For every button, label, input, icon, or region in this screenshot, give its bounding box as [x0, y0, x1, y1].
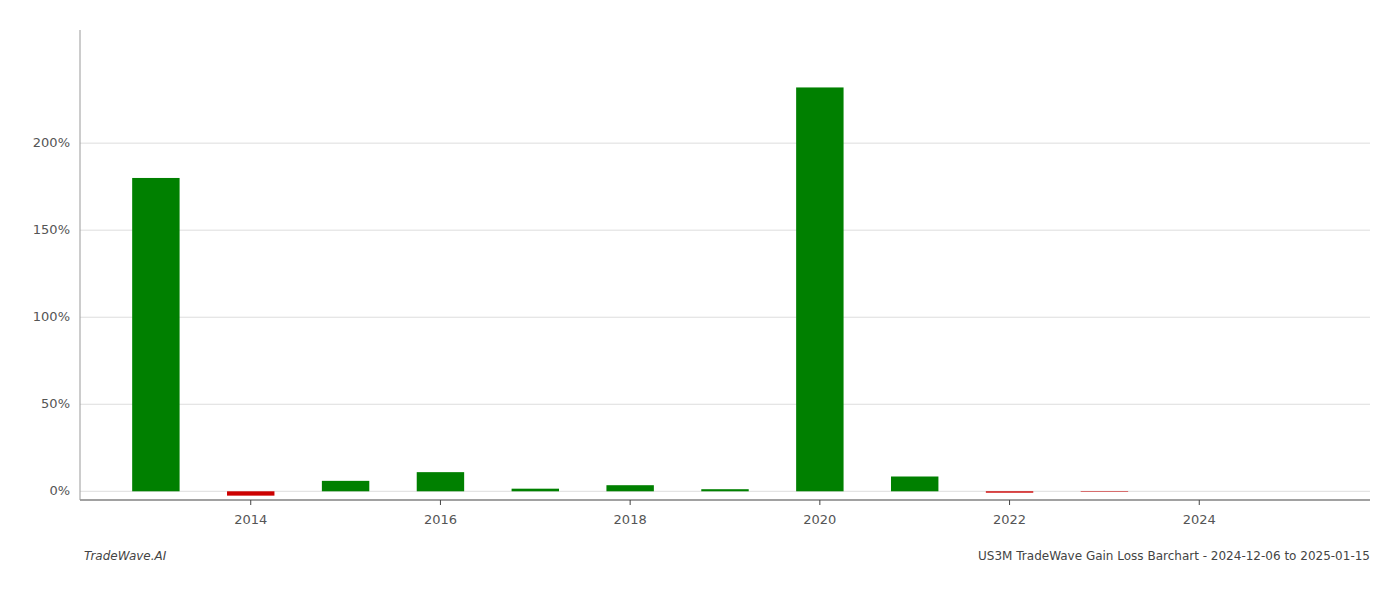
x-tick — [819, 500, 820, 505]
grid — [80, 143, 1370, 491]
title: US3M TradeWave Gain Loss Barchart - 2024… — [978, 549, 1370, 563]
y-tick-label: 0% — [49, 483, 70, 498]
bar — [1081, 491, 1128, 493]
bar — [701, 489, 748, 491]
bar — [796, 87, 843, 491]
x-axis: 2014 2016 2018 2020 2022 2024 — [234, 500, 1216, 527]
x-axis-line — [80, 499, 1370, 500]
grid-line — [80, 230, 1370, 231]
bar — [986, 491, 1033, 492]
x-tick — [1009, 500, 1010, 505]
x-tick-label: 2022 — [993, 512, 1026, 527]
y-tick-label: 50% — [41, 396, 70, 411]
y-axis-line — [80, 30, 81, 500]
bar — [891, 477, 938, 492]
y-tick-label: 150% — [33, 222, 70, 237]
x-tick-label: 2014 — [234, 512, 267, 527]
bar — [322, 481, 369, 491]
bar — [1176, 491, 1223, 492]
bar — [417, 472, 464, 491]
axes — [80, 30, 1370, 500]
bar — [512, 489, 559, 492]
x-tick-label: 2024 — [1183, 512, 1216, 527]
y-tick-label: 200% — [33, 135, 70, 150]
bars — [132, 87, 1128, 495]
x-tick-label: 2018 — [614, 512, 647, 527]
x-tick — [1199, 500, 1200, 505]
x-tick — [250, 500, 251, 505]
grid-line — [80, 404, 1370, 405]
bar — [227, 491, 274, 495]
bar — [132, 178, 179, 491]
grid-line — [80, 317, 1370, 318]
x-tick-label: 2020 — [803, 512, 836, 527]
grid-line — [80, 143, 1370, 144]
x-tick — [630, 500, 631, 505]
y-tick-label: 100% — [33, 309, 70, 324]
bar — [606, 485, 653, 491]
chart-container: 0% 50% 100% 150% 200% 2014 2016 2018 2020 2022 202… — [0, 0, 1400, 600]
x-tick — [440, 500, 441, 505]
x-tick-label: 2016 — [424, 512, 457, 527]
chart-svg: 0% 50% 100% 150% 200% 2014 2016 2018 2020 2022 202… — [0, 0, 1400, 600]
y-axis: 0% 50% 100% 150% 200% — [33, 135, 70, 498]
watermark: TradeWave.AI — [84, 549, 167, 563]
